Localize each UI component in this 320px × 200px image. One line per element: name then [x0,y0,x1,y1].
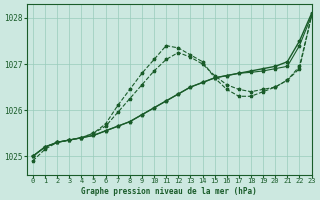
X-axis label: Graphe pression niveau de la mer (hPa): Graphe pression niveau de la mer (hPa) [81,187,257,196]
